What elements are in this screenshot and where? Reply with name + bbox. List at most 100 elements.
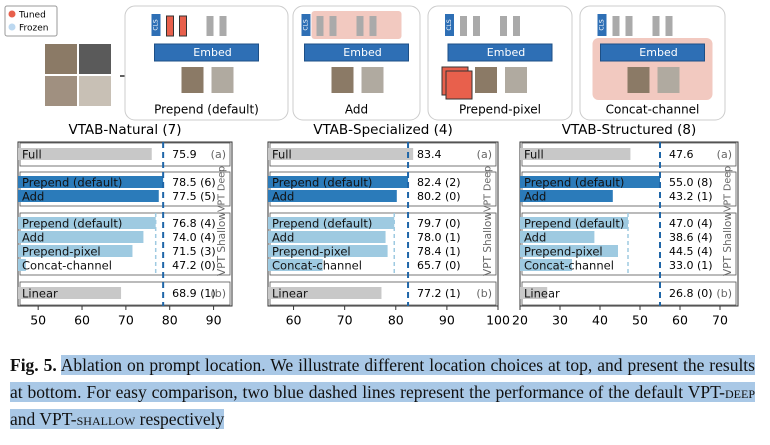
embed-block <box>154 43 259 62</box>
image <box>181 67 204 93</box>
value-label: 47.6 <box>669 148 694 161</box>
bar <box>18 148 152 160</box>
x-tick-label: 100 <box>486 313 510 328</box>
legend-box <box>4 5 58 37</box>
group-box <box>521 171 737 207</box>
token <box>219 16 227 36</box>
bar <box>268 176 409 188</box>
cls-label: CLS <box>599 19 606 31</box>
panel-box <box>124 5 289 121</box>
bar <box>520 259 572 271</box>
category-label: Concat-channel <box>272 259 362 273</box>
token <box>369 16 377 36</box>
group-label: VPT Shallow <box>482 212 494 276</box>
x-tick-label: 60 <box>74 313 90 328</box>
category-label: Linear <box>22 287 58 301</box>
category-label: Linear <box>272 287 308 301</box>
group-box <box>19 171 231 207</box>
cls-label: CLS <box>303 19 310 31</box>
annotation: (b) <box>476 287 492 300</box>
legend-label: Frozen <box>19 24 49 34</box>
value-label: 71.5 (3) <box>172 245 216 258</box>
token <box>473 16 480 36</box>
caption-text: respectively <box>135 409 225 429</box>
bar <box>268 217 395 229</box>
x-tick-label: 60 <box>286 313 302 328</box>
x-tick-label: 30 <box>552 313 568 328</box>
group-box <box>521 212 737 276</box>
annotation: (a) <box>477 148 492 161</box>
bar <box>520 148 631 160</box>
value-label: 65.7 (0) <box>417 259 461 272</box>
bar <box>18 176 164 188</box>
token <box>179 15 187 37</box>
bar <box>18 245 133 257</box>
x-tick-label: 70 <box>337 313 353 328</box>
image-patch <box>79 76 111 106</box>
token <box>652 16 660 36</box>
bar <box>268 148 414 160</box>
group-label: VPT Deep <box>723 166 734 212</box>
value-label: 78.5 (6) <box>172 176 216 189</box>
x-tick-label: 50 <box>30 313 46 328</box>
image-patch <box>79 44 111 74</box>
bar <box>18 259 26 271</box>
x-tick-label: 80 <box>162 313 178 328</box>
category-label: Prepend-pixel <box>524 245 603 259</box>
value-label: 83.4 <box>417 148 442 161</box>
cls-label: CLS <box>153 19 160 31</box>
bar <box>268 231 386 243</box>
x-tick-label: 50 <box>632 313 648 328</box>
category-label: Prepend (default) <box>272 176 372 190</box>
image <box>627 67 650 93</box>
token <box>356 16 364 36</box>
bar <box>18 231 144 243</box>
embed-label: Embed <box>487 46 525 59</box>
token <box>612 16 620 36</box>
value-label: 38.6 (4) <box>669 231 713 244</box>
image <box>657 67 680 93</box>
caption-label: Fig. 5. <box>10 355 57 375</box>
embed-block <box>447 43 553 62</box>
x-tick-label: 70 <box>118 313 134 328</box>
value-label: 77.5 (5) <box>172 190 216 203</box>
category-label: Prepend-pixel <box>22 245 101 259</box>
value-label: 74.0 (4) <box>172 231 216 244</box>
category-label: Linear <box>524 287 560 301</box>
legend-label: Tuned <box>18 11 46 21</box>
token <box>500 16 507 36</box>
category-label: Concat-channel <box>524 259 614 273</box>
bar <box>520 245 618 257</box>
value-label: 80.2 (0) <box>417 190 461 203</box>
group-label: VPT Shallow <box>722 212 734 276</box>
value-label: 55.0 (8) <box>669 176 713 189</box>
panel-label: Prepend-pixel <box>459 103 541 117</box>
chart-title: VTAB-Natural (7) <box>68 122 181 138</box>
x-tick-label: 60 <box>672 313 688 328</box>
bar <box>520 176 660 188</box>
category-label: Prepend (default) <box>524 217 624 231</box>
bar <box>520 190 613 202</box>
value-label: 78.0 (1) <box>417 231 461 244</box>
value-label: 43.2 (1) <box>669 190 713 203</box>
value-label: 26.8 (0) <box>669 287 713 300</box>
frozen-icon <box>8 23 16 31</box>
chart-title: VTAB-Structured (8) <box>562 122 697 138</box>
token <box>206 16 214 36</box>
bar <box>268 190 397 202</box>
token <box>513 16 520 36</box>
category-label: Add <box>524 190 546 204</box>
bar <box>18 217 156 229</box>
value-label: 68.9 (1) <box>172 287 216 300</box>
x-tick-label: 90 <box>206 313 222 328</box>
value-label: 82.4 (2) <box>417 176 461 189</box>
value-label: 79.7 (0) <box>417 217 461 230</box>
x-tick-label: 40 <box>592 313 608 328</box>
category-label: Add <box>22 190 44 204</box>
token <box>460 16 467 36</box>
bar <box>268 259 323 271</box>
group-box <box>269 212 497 276</box>
category-label: Concat-channel <box>22 259 112 273</box>
value-label: 77.2 (1) <box>417 287 461 300</box>
annotation: (a) <box>211 148 226 161</box>
